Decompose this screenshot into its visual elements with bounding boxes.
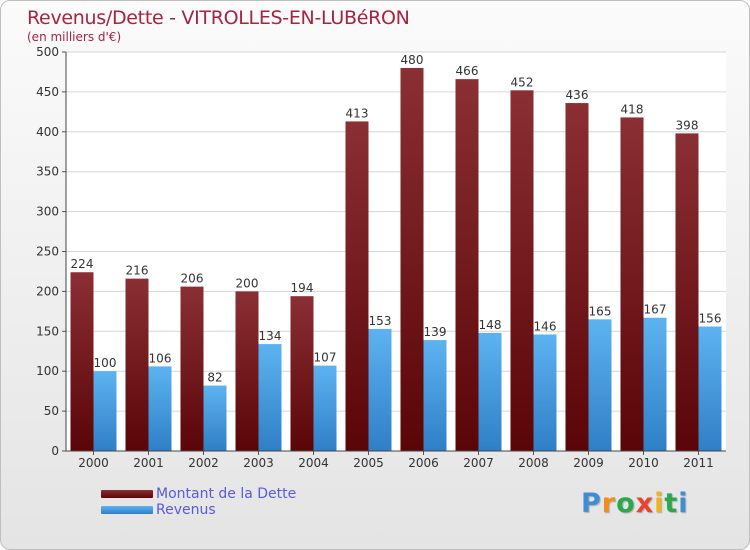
label-revenus-2002: 82 [207,371,222,385]
logo-letter: t [664,488,679,519]
label-revenus-2004: 107 [314,351,337,365]
label-revenus-2011: 156 [699,312,722,326]
bar-dette-2011 [675,133,699,451]
x-tick-label: 2011 [683,456,714,470]
label-dette-2009: 436 [566,88,589,102]
bar-revenus-2010 [643,317,667,451]
y-tick-label: 100 [36,364,59,378]
logo-letter: i [678,488,689,519]
label-revenus-2010: 167 [644,303,667,317]
x-tick-label: 2007 [463,456,494,470]
bar-revenus-2005 [368,328,392,451]
logo-letter: i [654,488,665,519]
label-dette-2006: 480 [401,53,424,67]
label-revenus-2003: 134 [259,329,282,343]
x-tick-label: 2003 [243,456,274,470]
y-tick-label: 150 [36,324,59,338]
bar-dette-2005 [345,121,369,452]
bar-dette-2002 [180,286,204,451]
label-revenus-2001: 106 [149,351,172,365]
grid-lines [66,51,726,452]
proxiti-logo: Proxiti [581,488,689,519]
label-dette-2008: 452 [511,75,534,89]
bar-dette-2006 [400,67,424,452]
chart-subtitle: (en milliers d'€) [27,30,122,44]
bar-revenus-2001 [148,366,172,451]
y-tick-label: 400 [36,125,59,139]
y-tick-label: 300 [36,205,59,219]
y-tick-label: 50 [44,404,59,418]
bar-revenus-2003 [258,344,282,451]
y-tick-label: 0 [51,444,59,458]
label-dette-2002: 206 [181,272,204,286]
bar-dette-2003 [235,291,259,451]
bar-revenus-2004 [313,365,337,451]
bar-revenus-2002 [203,385,227,451]
bar-revenus-2008 [533,334,557,451]
x-tick-label: 2009 [573,456,604,470]
x-tick-label: 2006 [408,456,439,470]
logo-letter: x [635,488,655,519]
x-tick-label: 2010 [628,456,659,470]
y-tick-label: 350 [36,165,59,179]
bar-revenus-2009 [588,319,612,451]
bar-dette-2007 [455,79,479,451]
legend-label-revenus: Revenus [156,502,216,518]
data-labels: 224 100 216 106 206 82 200 134 194 107 413 153 480 13… [71,53,722,385]
bar-dette-2004 [290,296,314,451]
logo-letter: o [616,488,636,519]
x-tick-label: 2005 [353,456,384,470]
label-revenus-2009: 165 [589,304,612,318]
logo-letter: P [581,488,602,519]
y-tick-label: 250 [36,245,59,259]
bar-dette-2009 [565,103,589,452]
y-axis-ticks: 0 50 100 150 200 250 300 350 400 450 500 [36,45,66,458]
logo-letter: r [601,488,617,519]
bar-dette-2008 [510,90,534,451]
label-dette-2007: 466 [456,64,479,78]
label-revenus-2005: 153 [369,314,392,328]
label-dette-2000: 224 [71,257,94,271]
label-dette-2001: 216 [126,264,149,278]
x-tick-label: 2002 [188,456,219,470]
x-tick-label: 2008 [518,456,549,470]
label-dette-2011: 398 [676,118,699,132]
label-dette-2003: 200 [236,276,259,290]
x-tick-label: 2000 [78,456,109,470]
label-revenus-2000: 100 [94,356,117,370]
chart-title: Revenus/Dette - VITROLLES-EN-LUBéRON [27,7,410,29]
bar-revenus-2007 [478,332,502,451]
bar-dette-2001 [125,278,149,451]
y-tick-label: 450 [36,85,59,99]
x-tick-label: 2001 [133,456,164,470]
x-tick-label: 2004 [298,456,329,470]
axes [65,52,726,452]
x-axis-ticks: 2000 2001 2002 2003 2004 2005 2006 2007 2008 2009… [78,451,714,470]
label-revenus-2006: 139 [424,325,447,339]
legend-swatch-revenus [101,506,153,514]
label-dette-2004: 194 [291,281,314,295]
label-dette-2005: 413 [346,106,369,120]
bar-revenus-2011 [698,326,722,451]
label-revenus-2008: 146 [534,319,557,333]
bars [70,67,722,452]
label-dette-2010: 418 [621,102,644,116]
legend-label-dette: Montant de la Dette [156,486,297,502]
bar-revenus-2000 [93,371,117,451]
bar-dette-2000 [70,272,94,451]
y-tick-label: 500 [36,45,59,59]
bar-revenus-2006 [423,340,447,451]
y-tick-label: 200 [36,284,59,298]
bar-dette-2010 [620,117,644,451]
legend-swatch-dette [101,490,153,498]
label-revenus-2007: 148 [479,318,502,332]
